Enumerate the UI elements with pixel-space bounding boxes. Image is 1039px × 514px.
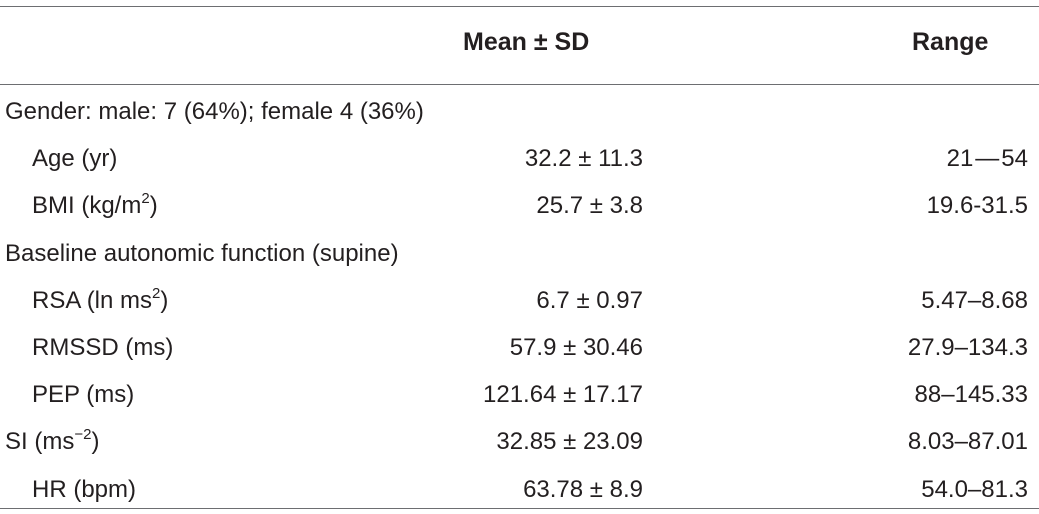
row-label-superscript: 2 (152, 284, 161, 302)
row-label-suffix: ) (160, 286, 169, 314)
range-value: 8.03–87.01 (907, 428, 1028, 456)
row-label: SI (ms−2) (5, 426, 99, 458)
table-row: BMI (kg/m2) 25.7 ± 3.8 19.6-31.5 (0, 190, 1039, 230)
row-label: RMSSD (ms) (32, 332, 173, 364)
row-label-superscript: −2 (74, 426, 92, 444)
mean-sd-value: 121.64 ± 17.17 (483, 381, 643, 409)
mean-sd-value: 6.7 ± 0.97 (536, 286, 643, 314)
row-label-suffix: ) (91, 428, 100, 456)
table-bottom-rule (0, 508, 1039, 509)
column-header-mean: Mean ± SD (463, 28, 590, 56)
row-label-suffix: ) (149, 192, 158, 220)
row-label-text: PEP (ms) (32, 381, 135, 409)
range-value: 88–145.33 (914, 381, 1028, 409)
row-label: HR (bpm) (32, 474, 136, 506)
table-row: PEP (ms) 121.64 ± 17.17 88–145.33 (0, 379, 1039, 419)
row-label-text: SI (ms (5, 428, 75, 456)
row-label: Baseline autonomic function (supine) (5, 238, 399, 270)
row-label-text: Age (yr) (32, 145, 118, 173)
mean-sd-value: 32.85 ± 23.09 (496, 428, 643, 456)
row-label: BMI (kg/m2) (32, 190, 158, 222)
row-label-text: RSA (ln ms (32, 286, 153, 314)
mean-sd-value: 25.7 ± 3.8 (536, 192, 643, 220)
row-label-text: RMSSD (ms) (32, 334, 174, 361)
table-row: Age (yr) 32.2 ± 11.3 21 — 54 (0, 143, 1039, 183)
range-value: 54.0–81.3 (921, 475, 1028, 503)
table-row: RSA (ln ms2) 6.7 ± 0.97 5.47–8.68 (0, 285, 1039, 325)
row-label: PEP (ms) (32, 379, 134, 411)
mean-sd-value: 32.2 ± 11.3 (524, 145, 643, 173)
table-row: HR (bpm) 63.78 ± 8.9 54.0–81.3 (0, 474, 1039, 514)
row-label: Gender: male: 7 (64%); female 4 (36%) (5, 96, 424, 128)
row-label-text: BMI (kg/m (32, 192, 142, 220)
range-value: 21 — 54 (946, 145, 1028, 173)
row-label-text: HR (bpm) (32, 475, 137, 503)
table-row: Gender: male: 7 (64%); female 4 (36%) (0, 96, 1039, 136)
mean-sd-value: 57.9 ± 30.46 (509, 334, 643, 361)
row-label-text: Baseline autonomic function (supine) (5, 239, 399, 267)
range-value: 27.9–134.3 (907, 334, 1028, 361)
row-label: Age (yr) (32, 143, 117, 175)
table-header-rule (0, 84, 1039, 85)
range-value: 19.6-31.5 (926, 192, 1028, 220)
table-top-rule (0, 6, 1039, 7)
row-label-text: Gender: male: 7 (64%); female 4 (36%) (5, 98, 424, 125)
row-label: RSA (ln ms2) (32, 285, 168, 317)
column-header-range: Range (912, 28, 989, 56)
mean-sd-value: 63.78 ± 8.9 (523, 475, 643, 503)
row-label-superscript: 2 (141, 190, 150, 208)
table-row: SI (ms−2) 32.85 ± 23.09 8.03–87.01 (0, 426, 1039, 466)
range-value: 5.47–8.68 (921, 286, 1028, 314)
table-row: Baseline autonomic function (supine) (0, 238, 1039, 278)
table-row: RMSSD (ms) 57.9 ± 30.46 27.9–134.3 (0, 332, 1039, 372)
